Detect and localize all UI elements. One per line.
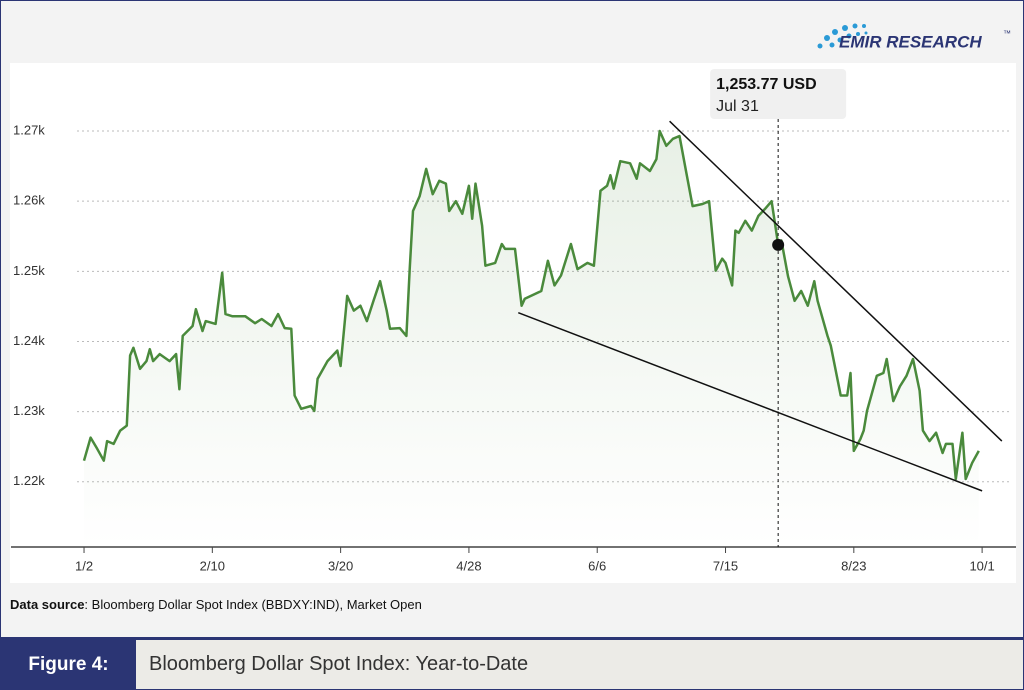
x-tick-label: 7/15 — [713, 558, 738, 573]
figure-caption: Bloomberg Dollar Spot Index: Year-to-Dat… — [149, 653, 529, 675]
x-tick-label: 2/10 — [200, 558, 225, 573]
tooltip-value: 1,253.77 USD — [716, 76, 817, 93]
trend-line — [669, 120, 1003, 442]
source-label: Data source — [10, 597, 84, 612]
y-tick-label: 1.27k — [13, 122, 45, 137]
chart: EMIR RESEARCH ™ Data source: Bloomberg D… — [1, 1, 1023, 637]
y-tick-label: 1.26k — [13, 193, 45, 208]
logo-icon — [817, 23, 868, 49]
tooltip-date: Jul 31 — [716, 98, 759, 115]
y-tick-label: 1.23k — [13, 403, 45, 418]
x-tick-label: 10/1 — [969, 558, 994, 573]
line — [82, 129, 980, 481]
x-tick-label: 1/2 — [75, 558, 93, 573]
trend-line — [518, 312, 983, 492]
logo-text: EMIR RESEARCH — [839, 32, 982, 51]
caption-band: Figure 4: Bloomberg Dollar Spot Index: Y… — [1, 637, 1023, 689]
x-tick-label: 6/6 — [588, 558, 606, 573]
y-tick-label: 1.24k — [13, 333, 45, 348]
x-tick-label: 3/20 — [328, 558, 353, 573]
source: Data source: Bloomberg Dollar Spot Index… — [10, 597, 422, 612]
y-tick-label: 1.22k — [13, 473, 45, 488]
x-tick-label: 8/23 — [841, 558, 866, 573]
figure-number: Figure 4: — [1, 640, 136, 689]
logo-tm: ™ — [1003, 29, 1011, 38]
hover-point — [772, 238, 785, 251]
y-tick-label: 1.25k — [13, 263, 45, 278]
area — [84, 131, 979, 547]
source-text: : Bloomberg Dollar Spot Index (BBDXY:IND… — [84, 597, 421, 612]
x-tick-label: 4/28 — [456, 558, 481, 573]
tooltip-box — [710, 69, 847, 119]
